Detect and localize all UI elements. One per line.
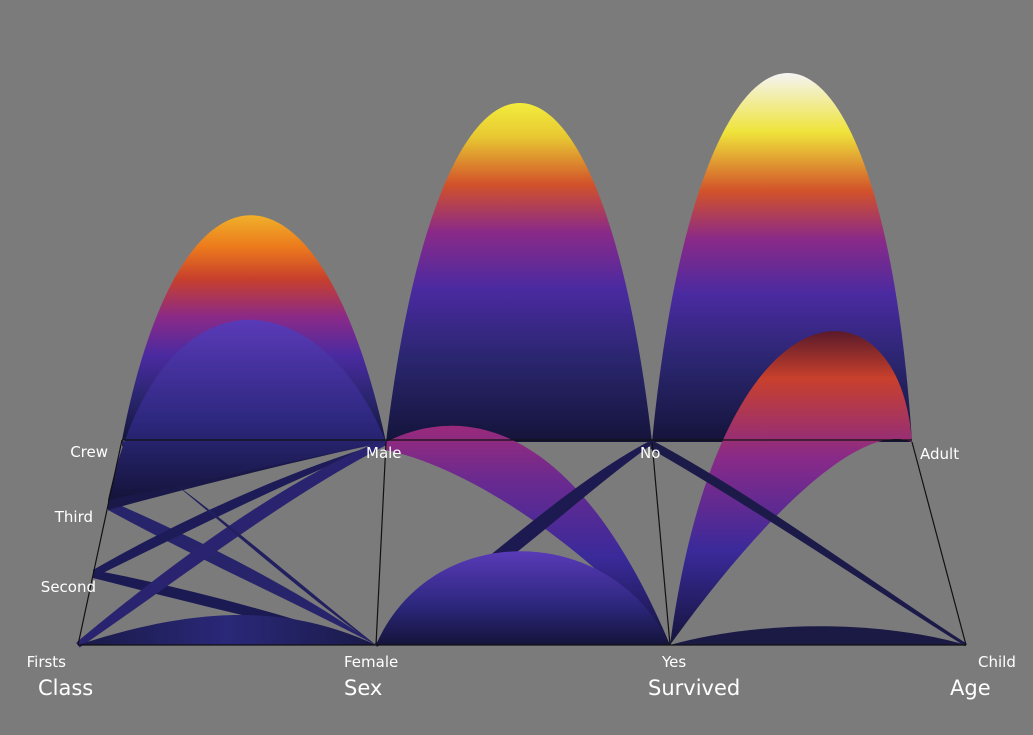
ribbon-yes-adult: [670, 331, 912, 645]
ribbon-crew-male-inner: [108, 319, 386, 500]
axis-title-survived: Survived: [648, 676, 740, 700]
category-label: Female: [344, 653, 398, 671]
axis-line-class: [77, 439, 123, 646]
axis-frame: [77, 439, 967, 646]
axis-title-sex: Sex: [344, 676, 382, 700]
category-labels: Crew Third Second Firsts Male Female No …: [27, 443, 1016, 671]
axis-title-class: Class: [38, 676, 93, 700]
ribbon-male-no: [386, 103, 652, 442]
category-label: Yes: [661, 653, 686, 671]
axis-title-age: Age: [950, 676, 991, 700]
category-label: Firsts: [27, 653, 67, 671]
ribbon-crew-female: [122, 440, 376, 645]
axis-line-age: [911, 441, 967, 646]
ribbon-layer: [76, 73, 967, 648]
category-label: Male: [366, 444, 402, 462]
ribbon-yes-child: [670, 626, 966, 645]
axis-line-survived: [651, 441, 671, 646]
category-label: Adult: [920, 445, 959, 463]
axis-line-sex: [375, 441, 387, 646]
ribbon-male-yes: [386, 425, 670, 645]
dimension-labels: Class Sex Survived Age: [38, 676, 991, 700]
category-label: Second: [41, 578, 96, 596]
ribbon-firsts-female: [78, 615, 376, 645]
category-label: Child: [978, 653, 1016, 671]
category-label: No: [640, 444, 660, 462]
category-label: Crew: [70, 443, 108, 461]
category-label: Third: [54, 508, 93, 526]
ribbon-female-yes: [376, 551, 670, 645]
